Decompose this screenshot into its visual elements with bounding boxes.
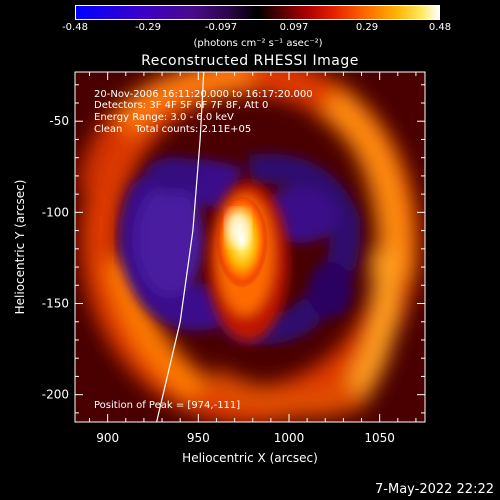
footer-date: 7-May-2022 22:22 — [375, 482, 494, 497]
colorbar-tick: -0.29 — [135, 22, 161, 33]
y-tick-label: -200 — [42, 388, 69, 402]
colorbar-tick: -0.097 — [204, 22, 238, 33]
colorbar-tick: 0.48 — [428, 22, 452, 33]
info-detectors: Detectors: 3F 4F 5F 6F 7F 8F, Att 0 — [94, 100, 268, 111]
info-time: 20-Nov-2006 16:11:20.000 to 16:17:20.000 — [94, 89, 313, 100]
y-tick-label: -100 — [42, 205, 69, 219]
colorbar-units: (photons cm⁻² s⁻¹ asec⁻²) — [193, 38, 323, 49]
y-tick-label: -150 — [42, 297, 69, 311]
x-tick-label: 900 — [96, 431, 119, 445]
limb-curve — [156, 72, 205, 422]
plot-frame — [74, 71, 426, 423]
colorbar-tick: 0.097 — [279, 22, 309, 33]
y-axis-label: Heliocentric Y (arcsec) — [13, 180, 27, 315]
y-tick-label: -50 — [49, 114, 69, 128]
x-tick-label: 1000 — [274, 431, 305, 445]
x-axis-label: Heliocentric X (arcsec) — [182, 451, 318, 465]
colorbar — [75, 5, 440, 20]
colorbar-tick: 0.29 — [355, 22, 379, 33]
info-clean: Clean Total counts: 2.11E+05 — [94, 124, 251, 135]
x-tick-label: 950 — [187, 431, 210, 445]
plot-title: Reconstructed RHESSI Image — [141, 53, 359, 69]
axis-ticks: 900 950 1000 1050 -50 -100 -150 -200 — [42, 72, 425, 445]
colorbar-tick: -0.48 — [62, 22, 88, 33]
info-energy: Energy Range: 3.0 - 6.0 keV — [94, 112, 234, 123]
x-tick-label: 1050 — [364, 431, 395, 445]
peak-label: Position of Peak = [974,-111] — [94, 400, 240, 411]
heatmap-image — [75, 72, 425, 422]
